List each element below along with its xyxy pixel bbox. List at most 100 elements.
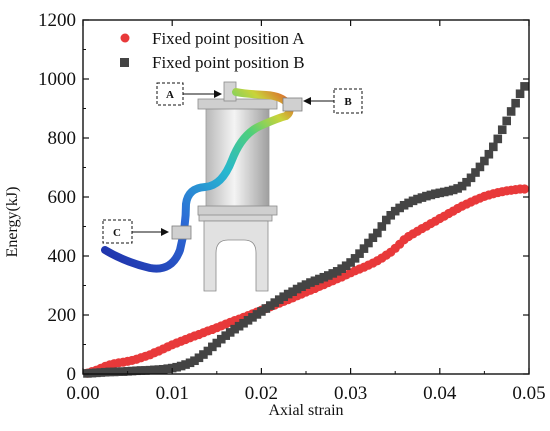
clamp-b: [282, 97, 303, 112]
series-1-point-95: [506, 107, 516, 116]
series-1-point-61: [355, 249, 364, 258]
series-1-point-67: [381, 215, 391, 225]
series-1-point-1: [87, 368, 97, 378]
series-1-point-46: [288, 287, 297, 296]
plot-frame: [82, 19, 530, 375]
series-1-point-20: [172, 362, 181, 372]
series-1-point-28: [208, 342, 217, 352]
series-1-point-41: [266, 301, 275, 310]
series-1-point-31: [221, 331, 231, 340]
series-1-point-32: [225, 328, 235, 337]
y-tick-label-0: 0: [67, 364, 77, 385]
series-1-point-51: [310, 276, 320, 286]
callout-a-label: A: [166, 89, 174, 101]
series-1-point-12: [136, 366, 146, 375]
series-1-point-98: [520, 82, 529, 91]
callout-a: A: [156, 82, 222, 106]
series-1-point-87: [471, 168, 480, 177]
series-1-point-44: [279, 292, 288, 302]
series-1-point-68: [386, 210, 396, 220]
series-1-point-47: [292, 284, 302, 294]
series-1-point-92: [493, 134, 503, 144]
series-1-point-6: [109, 367, 119, 377]
series-1-point-80: [439, 187, 449, 197]
series-1-point-50: [306, 278, 315, 287]
callout-b: B: [303, 88, 363, 114]
legend: Fixed point position A Fixed point posit…: [120, 29, 305, 72]
series-1-point-72: [404, 198, 413, 208]
callout-b-label: B: [344, 96, 352, 108]
series-1-point-66: [377, 222, 387, 231]
series-1-point-25: [194, 353, 204, 363]
series-1-point-15: [150, 365, 159, 375]
series-1-point-76: [422, 191, 431, 201]
legend-label-a: Fixed point position A: [152, 29, 305, 48]
x-tick-label-1: 0.01: [156, 383, 189, 404]
series-1-point-3: [96, 368, 106, 377]
series-1-point-71: [399, 200, 409, 210]
legend-marker-b: [120, 58, 129, 67]
series-1-point-24: [190, 356, 199, 366]
series-1-point-78: [431, 189, 440, 199]
series-1-point-27: [203, 346, 213, 356]
series-1-point-26: [199, 350, 208, 359]
series-1-point-57: [337, 264, 346, 273]
x-tick-label-3: 0.03: [334, 383, 367, 404]
series-1-point-29: [212, 338, 222, 348]
y-tick-label-6: 1200: [38, 10, 76, 31]
y-tick-label-1: 200: [48, 305, 77, 326]
clamp-c: [171, 225, 192, 240]
series-0-point-98: [519, 184, 530, 194]
series-1-point-85: [462, 177, 471, 187]
series-1-point-97: [515, 89, 525, 99]
x-axis-title: Axial strain: [268, 402, 343, 419]
support-base: [198, 212, 273, 292]
series-1-point-90: [484, 149, 494, 159]
series-1-point-49: [301, 280, 311, 289]
series-1-point-38: [252, 310, 262, 319]
series-1-point-54: [324, 271, 333, 280]
series-1-point-89: [480, 156, 489, 166]
series-1-point-83: [453, 184, 462, 193]
series-1-point-55: [328, 269, 338, 278]
series-1-point-21: [176, 361, 186, 371]
series-1-point-2: [92, 368, 101, 378]
series-1-point-7: [114, 367, 123, 376]
series-1-point-16: [154, 365, 164, 374]
data-marks: [82, 82, 530, 378]
series-1-point-96: [511, 98, 520, 108]
series-1-point-84: [457, 181, 467, 191]
series-1-point-86: [466, 173, 476, 183]
series-1-point-45: [283, 289, 293, 299]
series-1-point-39: [257, 307, 266, 316]
series-1-point-81: [444, 186, 454, 196]
series-1-point-11: [132, 366, 141, 376]
series-1-point-10: [127, 366, 137, 376]
x-tick-label-0: 0.00: [66, 383, 99, 404]
series-1-point-75: [417, 193, 427, 202]
series-1-point-8: [118, 367, 128, 376]
y-axis-title: Energy(kJ): [4, 187, 21, 258]
series-1-point-30: [216, 334, 226, 344]
callout-c: C: [102, 219, 169, 244]
x-tick-label-5: 0.05: [512, 383, 545, 404]
vessel-cylinder: [197, 81, 278, 216]
axes: 0.00 0.01 0.02 0.03 0.04 0.05 0 200 400 600 800 100…: [38, 10, 546, 404]
callout-c-label: C: [113, 227, 121, 239]
series-1-point-36: [243, 316, 253, 325]
y-tick-label-2: 400: [48, 246, 77, 267]
series-1-point-63: [364, 238, 373, 248]
series-1-point-37: [248, 313, 257, 322]
series-1-point-14: [145, 365, 155, 375]
pipe-structure-illustration: A B C: [101, 81, 363, 292]
series-1-point-60: [350, 254, 360, 263]
series-1-point-62: [359, 244, 369, 253]
series-1-point-48: [297, 282, 306, 291]
series-1-point-13: [141, 366, 150, 375]
series-1-point-59: [346, 258, 355, 267]
series-1-point-58: [341, 261, 351, 271]
x-tick-label-2: 0.02: [245, 383, 278, 404]
series-1-point-79: [435, 188, 445, 198]
series-1-point-34: [234, 321, 244, 331]
